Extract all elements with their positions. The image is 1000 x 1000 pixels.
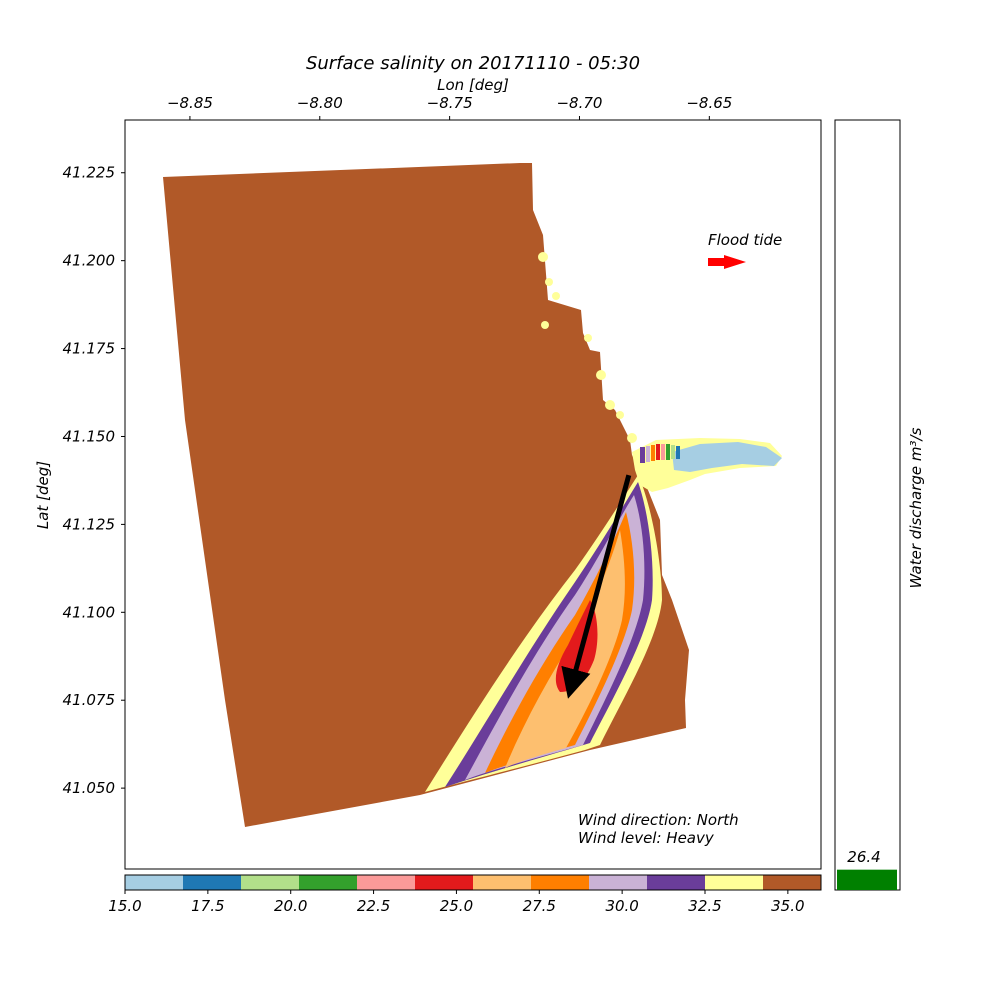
x-tick-label: −8.70 xyxy=(556,94,602,112)
x-tick-label: −8.80 xyxy=(297,94,343,112)
colorbar-segment xyxy=(183,875,242,890)
colorbar-segment xyxy=(705,875,764,890)
colorbar-segment xyxy=(125,875,184,890)
fringe-dot xyxy=(545,278,553,286)
y-axis-ticks: 41.050 41.075 41.100 41.125 41.150 41.175 41.2… xyxy=(63,164,126,797)
colorbar-tick-label: 32.5 xyxy=(688,897,721,915)
fringe-dot xyxy=(605,400,615,410)
colorbar-segment xyxy=(357,875,416,890)
colorbar-tick-label: 17.5 xyxy=(191,897,224,915)
fringe-dot xyxy=(616,411,624,419)
colorbar-tick-label: 20.0 xyxy=(274,897,307,915)
fringe-dot xyxy=(541,321,549,329)
y-tick-label: 41.125 xyxy=(63,515,116,533)
river-salinity-stripe xyxy=(661,444,665,460)
y-tick-label: 41.075 xyxy=(63,691,116,709)
river-salinity-stripe xyxy=(666,444,670,460)
colorbar-segment xyxy=(763,875,822,890)
x-tick-label: −8.65 xyxy=(686,94,732,112)
colorbar-tick-label: 35.0 xyxy=(771,897,804,915)
x-tick-label: −8.75 xyxy=(427,94,473,112)
river-salinity-stripe xyxy=(656,444,660,460)
discharge-axis-label: Water discharge m³/s xyxy=(907,427,925,588)
colorbar-segment xyxy=(647,875,706,890)
y-axis-label: Lat [deg] xyxy=(34,461,52,529)
x-axis-ticks: −8.85 −8.80 −8.75 −8.70 −8.65 xyxy=(167,94,732,120)
colorbar-segment xyxy=(241,875,300,890)
y-tick-label: 41.175 xyxy=(63,340,116,358)
tide-label: Flood tide xyxy=(708,231,782,249)
fringe-dot xyxy=(596,370,606,380)
colorbar-segment xyxy=(299,875,358,890)
colorbar-segment xyxy=(415,875,474,890)
y-tick-label: 41.150 xyxy=(63,427,116,445)
salinity-colorbar xyxy=(125,875,822,890)
y-tick-label: 41.200 xyxy=(63,252,116,270)
wind-level-text: Wind level: Heavy xyxy=(578,829,715,847)
colorbar-tick-label: 30.0 xyxy=(605,897,638,915)
river-salinity-stripe xyxy=(646,446,650,462)
colorbar-tick-label: 22.5 xyxy=(357,897,390,915)
colorbar-tick-label: 15.0 xyxy=(108,897,141,915)
river-salinity-stripe xyxy=(640,447,645,463)
discharge-bar xyxy=(837,870,897,890)
discharge-axes xyxy=(835,120,900,890)
y-tick-label: 41.050 xyxy=(63,779,116,797)
colorbar-tick-label: 27.5 xyxy=(523,897,556,915)
colorbar-segment xyxy=(531,875,590,890)
fringe-dot xyxy=(584,334,592,342)
wind-direction-text: Wind direction: North xyxy=(578,811,739,829)
colorbar-segment xyxy=(589,875,648,890)
discharge-value-label: 26.4 xyxy=(847,848,880,866)
colorbar-segment xyxy=(473,875,532,890)
colorbar-ticks: 15.0 17.5 20.0 22.5 25.0 27.5 30.0 32.5 35.0 xyxy=(108,890,804,915)
river-salinity-stripe xyxy=(676,446,680,459)
fringe-dot xyxy=(538,252,548,262)
fringe-dot xyxy=(552,292,560,300)
x-axis-label: Lon [deg] xyxy=(437,76,509,94)
river-salinity-stripe xyxy=(651,445,655,461)
chart-title: Surface salinity on 20171110 - 05:30 xyxy=(306,53,640,74)
colorbar-tick-label: 25.0 xyxy=(440,897,473,915)
y-tick-label: 41.225 xyxy=(63,164,116,182)
fringe-dot xyxy=(627,433,637,443)
river-salinity-stripe xyxy=(671,445,675,459)
y-tick-label: 41.100 xyxy=(63,603,116,621)
x-tick-label: −8.85 xyxy=(167,94,213,112)
